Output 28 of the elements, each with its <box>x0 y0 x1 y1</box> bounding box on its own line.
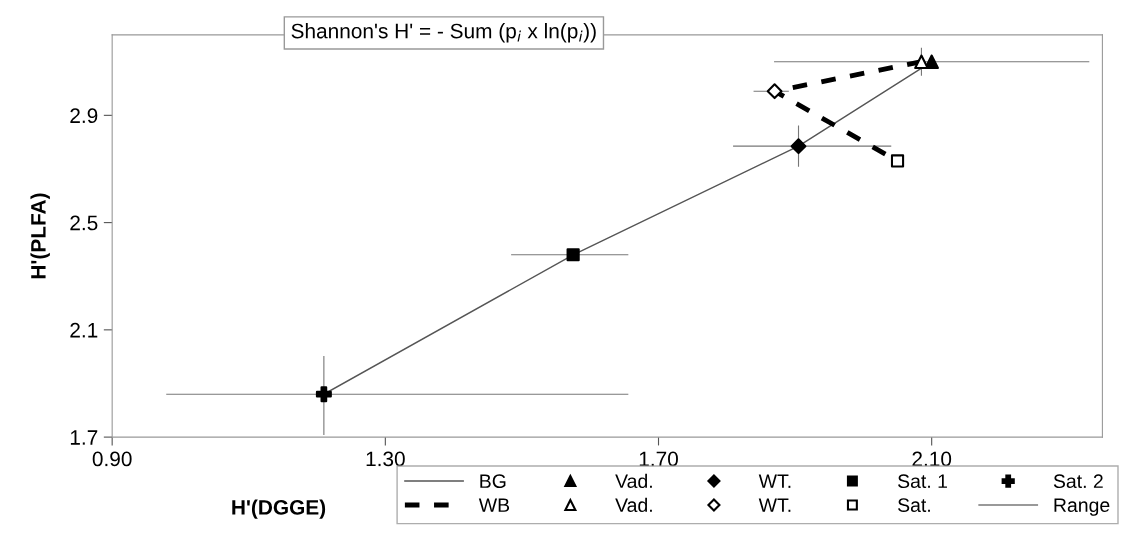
point <box>766 83 783 100</box>
x-tick-label: 2.10 <box>912 451 952 467</box>
chart-title: Shannon's H' = - Sum (p$_{i}$ x ln(p$_{i}$)) <box>291 23 596 43</box>
x-axis-title: H'(DGGE) <box>232 499 326 519</box>
y-tick-label: 1.7 <box>70 430 98 445</box>
point <box>890 154 905 168</box>
x-tick-label: 1.70 <box>639 451 678 467</box>
legend-label: Vad. <box>615 497 652 513</box>
x-tick-label: 0.90 <box>92 451 132 467</box>
y-axis-title: H'(PLFA) <box>30 193 50 279</box>
y-tick-label: 2.1 <box>70 322 98 338</box>
y-tick-label: 2.5 <box>70 215 98 231</box>
point <box>790 138 807 155</box>
legend-label: WT. <box>758 498 791 512</box>
legend-label: Range <box>1054 498 1110 516</box>
legend-label: Vad. <box>615 473 652 489</box>
point <box>315 386 332 403</box>
legend-label: Sat. 1 <box>898 474 947 489</box>
legend-label: WT. <box>758 474 791 488</box>
legend-label: WB <box>478 498 510 512</box>
y-tick-label: 2.9 <box>70 108 98 124</box>
legend-label: BG <box>480 474 506 489</box>
point <box>924 54 939 70</box>
point <box>566 248 580 262</box>
legend-label: Sat. <box>898 498 930 513</box>
x-tick-label: 1.30 <box>366 451 405 467</box>
legend-label: Sat. 2 <box>1053 474 1103 489</box>
point <box>914 54 929 70</box>
